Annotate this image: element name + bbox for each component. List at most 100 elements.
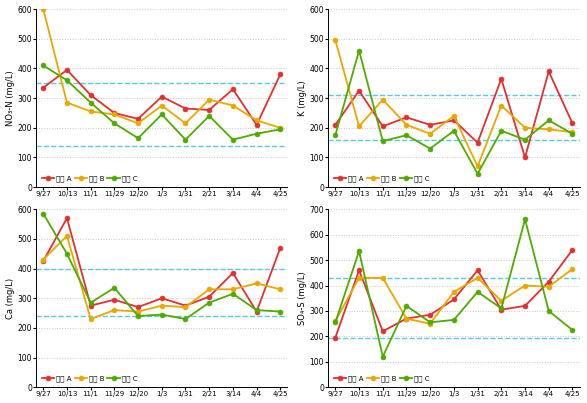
농장 C — [230, 291, 237, 296]
Legend: 농장 A, 농장 B, 농장 C: 농장 A, 농장 B, 농장 C — [39, 173, 140, 184]
농장 C — [427, 146, 434, 151]
농장 C — [521, 217, 528, 222]
Line: 농장 C: 농장 C — [333, 217, 575, 359]
농장 B — [403, 316, 410, 321]
농장 B — [134, 309, 141, 314]
농장 A — [545, 279, 552, 284]
Line: 농장 A: 농장 A — [333, 247, 575, 340]
Y-axis label: K (mg/L): K (mg/L) — [298, 80, 306, 116]
농장 B — [158, 303, 166, 308]
농장 C — [205, 114, 212, 118]
농장 C — [205, 300, 212, 305]
농장 B — [111, 112, 118, 117]
농장 B — [427, 131, 434, 136]
농장 C — [182, 317, 189, 322]
농장 B — [87, 109, 94, 114]
농장 B — [134, 121, 141, 126]
농장 B — [230, 103, 237, 108]
농장 A — [87, 303, 94, 308]
농장 A — [450, 118, 457, 123]
농장 B — [87, 317, 94, 322]
농장 B — [40, 257, 47, 262]
Line: 농장 A: 농장 A — [333, 69, 575, 160]
농장 B — [40, 6, 47, 11]
Legend: 농장 A, 농장 B, 농장 C: 농장 A, 농장 B, 농장 C — [39, 373, 140, 384]
농장 A — [403, 115, 410, 120]
농장 C — [569, 131, 576, 136]
농장 C — [545, 309, 552, 314]
농장 B — [158, 103, 166, 108]
농장 B — [253, 118, 260, 123]
농장 C — [403, 133, 410, 138]
농장 A — [379, 124, 386, 129]
농장 A — [379, 329, 386, 334]
농장 C — [277, 309, 284, 314]
Y-axis label: Ca (mg/L): Ca (mg/L) — [5, 278, 15, 319]
농장 A — [40, 259, 47, 264]
농장 A — [158, 94, 166, 99]
농장 C — [450, 318, 457, 322]
농장 B — [63, 100, 70, 105]
농장 C — [356, 48, 363, 53]
농장 C — [277, 127, 284, 132]
농장 A — [158, 296, 166, 301]
농장 A — [450, 297, 457, 302]
농장 A — [332, 335, 339, 340]
Y-axis label: SO₄-S (mg/L): SO₄-S (mg/L) — [298, 271, 306, 325]
농장 A — [521, 155, 528, 160]
농장 B — [356, 124, 363, 129]
농장 B — [498, 103, 505, 108]
농장 B — [379, 97, 386, 102]
농장 B — [379, 275, 386, 280]
농장 A — [521, 303, 528, 308]
농장 B — [63, 233, 70, 238]
농장 B — [253, 281, 260, 286]
농장 C — [63, 251, 70, 256]
농장 C — [111, 285, 118, 290]
농장 A — [427, 312, 434, 317]
Line: 농장 A: 농장 A — [41, 216, 283, 314]
농장 B — [450, 289, 457, 294]
농장 A — [498, 77, 505, 81]
농장 C — [474, 289, 481, 294]
농장 C — [498, 306, 505, 311]
농장 C — [40, 211, 47, 216]
농장 C — [569, 328, 576, 332]
농장 C — [427, 320, 434, 325]
농장 B — [450, 114, 457, 118]
농장 A — [111, 110, 118, 115]
농장 A — [63, 216, 70, 220]
농장 A — [134, 305, 141, 310]
농장 C — [332, 133, 339, 138]
농장 B — [111, 307, 118, 312]
농장 A — [182, 303, 189, 308]
농장 A — [277, 245, 284, 250]
Line: 농장 C: 농장 C — [333, 48, 575, 176]
Line: 농장 B: 농장 B — [41, 233, 283, 322]
농장 B — [277, 125, 284, 130]
농장 C — [545, 118, 552, 123]
농장 A — [545, 69, 552, 74]
농장 B — [427, 321, 434, 326]
Line: 농장 C: 농장 C — [41, 63, 283, 142]
농장 A — [63, 67, 70, 72]
Line: 농장 B: 농장 B — [41, 6, 283, 130]
농장 B — [474, 275, 481, 280]
농장 B — [230, 287, 237, 292]
농장 A — [87, 93, 94, 98]
농장 B — [205, 287, 212, 292]
농장 B — [277, 287, 284, 292]
Line: 농장 B: 농장 B — [333, 38, 575, 169]
농장 A — [182, 106, 189, 111]
농장 A — [230, 270, 237, 275]
농장 A — [205, 294, 212, 299]
농장 C — [40, 63, 47, 68]
Legend: 농장 A, 농장 B, 농장 C: 농장 A, 농장 B, 농장 C — [332, 173, 431, 184]
농장 A — [230, 87, 237, 91]
농장 C — [158, 112, 166, 117]
농장 C — [379, 354, 386, 359]
농장 C — [356, 249, 363, 253]
농장 C — [87, 300, 94, 305]
농장 B — [356, 275, 363, 280]
농장 C — [450, 128, 457, 133]
